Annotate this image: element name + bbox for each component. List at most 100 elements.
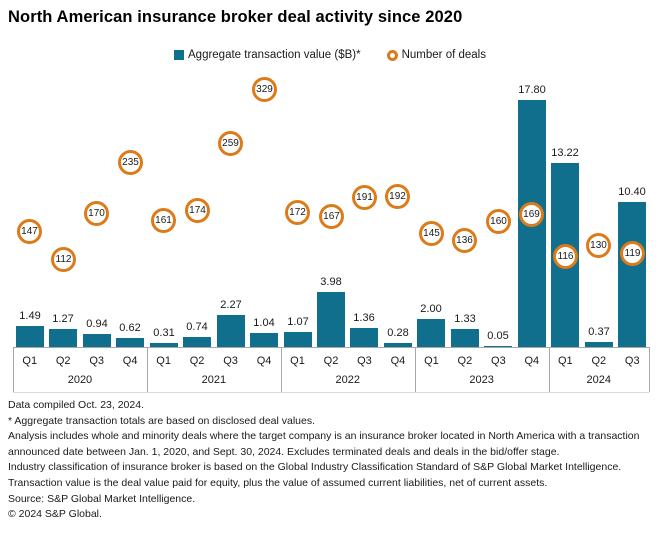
bar-value-label: 1.49 [19, 310, 41, 322]
transaction-value-bar [284, 332, 312, 347]
quarter-tick-label: Q1 [156, 355, 171, 367]
bar-value-label: 17.80 [518, 84, 546, 96]
transaction-value-bar [350, 328, 378, 347]
transaction-value-bar [317, 292, 345, 347]
bar-value-label: 1.27 [52, 313, 74, 325]
quarter-tick-label: Q3 [223, 355, 238, 367]
bar-value-label: 2.00 [420, 303, 442, 315]
quarter-tick-label: Q3 [491, 355, 506, 367]
footnote-data-compiled: Data compiled Oct. 23, 2024. [8, 399, 144, 411]
deal-count-marker: 112 [51, 247, 76, 272]
quarter-tick-label: Q2 [189, 355, 205, 367]
legend-deals-label: Number of deals [401, 49, 486, 61]
footnote-transaction-value: Transaction value is the deal value paid… [8, 476, 548, 489]
transaction-value-bar [217, 315, 245, 347]
legend-bars-label: Aggregate transaction value ($B)* [188, 49, 361, 61]
chart-title: North American insurance broker deal act… [8, 8, 463, 26]
footnote-source: Source: S&P Global Market Intelligence. [8, 492, 196, 505]
bar-value-label: 0.37 [588, 326, 610, 338]
bar-value-label: 1.07 [287, 316, 309, 328]
deal-count-marker: 174 [185, 198, 210, 223]
transaction-value-bar [16, 326, 44, 347]
legend-item-transaction-value: Aggregate transaction value ($B)* [174, 49, 361, 61]
transaction-value-bar [183, 337, 211, 347]
legend: Aggregate transaction value ($B)* Number… [0, 49, 660, 61]
footnote-industry-classification: Industry classification of insurance bro… [8, 461, 622, 474]
transaction-value-bar [150, 343, 178, 347]
year-separator-line [414, 347, 416, 392]
quarter-tick-label: Q1 [424, 355, 439, 367]
bar-value-label: 1.36 [353, 312, 375, 324]
footnote-analysis: Analysis includes whole and minority dea… [8, 430, 640, 458]
transaction-value-bar [49, 329, 77, 347]
year-group-label: 2020 [67, 374, 93, 386]
bar-series-swatch-icon [174, 50, 184, 60]
deal-count-marker: 170 [84, 201, 109, 226]
quarter-tick-label: Q4 [390, 355, 406, 367]
bar-value-label: 0.31 [153, 327, 175, 339]
deal-count-marker: 172 [285, 200, 310, 225]
transaction-value-bar [585, 342, 613, 347]
quarter-tick-label: Q4 [122, 355, 138, 367]
bar-value-label: 3.98 [320, 276, 342, 288]
bar-value-label: 1.04 [253, 317, 275, 329]
deal-count-marker: 167 [319, 204, 344, 229]
transaction-value-bar [250, 333, 278, 347]
deal-count-marker: 147 [17, 219, 42, 244]
transaction-value-bar [484, 346, 512, 347]
legend-item-number-of-deals: Number of deals [386, 49, 486, 61]
deal-count-marker: 116 [553, 244, 578, 269]
deal-count-marker: 160 [486, 209, 511, 234]
quarter-tick-label: Q4 [524, 355, 540, 367]
bar-value-label: 0.05 [487, 330, 509, 342]
year-group-label: 2023 [469, 374, 494, 386]
footnotes: Data compiled Oct. 23, 2024. * Aggregate… [8, 398, 652, 523]
deal-count-marker: 329 [252, 77, 277, 102]
deal-count-marker: 136 [452, 228, 477, 253]
deal-count-marker: 161 [151, 208, 176, 233]
bar-value-label: 13.22 [551, 147, 579, 159]
quarter-tick-label: Q1 [557, 355, 573, 367]
deal-count-marker: 119 [620, 241, 645, 266]
transaction-value-bar [618, 202, 646, 347]
year-separator-line [13, 347, 14, 392]
quarter-tick-label: Q1 [22, 355, 38, 367]
bar-value-label: 0.74 [186, 321, 208, 333]
deal-count-marker: 259 [218, 131, 243, 156]
year-separator-line [146, 347, 148, 392]
quarter-tick-label: Q3 [357, 355, 372, 367]
transaction-value-bar [417, 319, 445, 347]
deal-count-marker: 191 [352, 185, 377, 210]
year-group-label: 2021 [201, 374, 227, 386]
transaction-value-bar [451, 329, 479, 347]
quarter-tick-label: Q2 [591, 355, 607, 367]
year-separator-line [280, 347, 282, 392]
deal-count-marker: 130 [586, 233, 611, 258]
quarter-tick-label: Q4 [256, 355, 272, 367]
quarter-tick-label: Q1 [290, 355, 305, 367]
bar-value-label: 10.40 [618, 186, 646, 198]
bar-value-label: 2.27 [220, 299, 242, 311]
quarter-tick-label: Q2 [323, 355, 339, 367]
deal-count-marker: 192 [385, 184, 410, 209]
deal-count-marker: 145 [419, 221, 444, 246]
bar-value-label: 1.33 [454, 313, 476, 325]
footnote-aggregate: * Aggregate transaction totals are based… [8, 414, 316, 427]
deal-count-marker: 235 [118, 150, 143, 175]
year-separator-line [649, 347, 650, 392]
transaction-value-bar [384, 343, 412, 347]
year-group-label: 2022 [335, 374, 360, 386]
deals-series-ring-icon [386, 49, 398, 61]
footnote-copyright: © 2024 S&P Global. [8, 508, 102, 521]
deal-count-marker: 169 [519, 202, 544, 227]
quarter-tick-label: Q2 [55, 355, 71, 367]
year-group-label: 2024 [586, 374, 612, 386]
x-axis-baseline [13, 347, 649, 348]
bar-value-label: 0.94 [86, 318, 108, 330]
transaction-value-bar [116, 338, 144, 347]
quarter-tick-label: Q3 [624, 355, 640, 367]
quarter-tick-label: Q3 [89, 355, 105, 367]
year-separator-line [548, 347, 550, 392]
